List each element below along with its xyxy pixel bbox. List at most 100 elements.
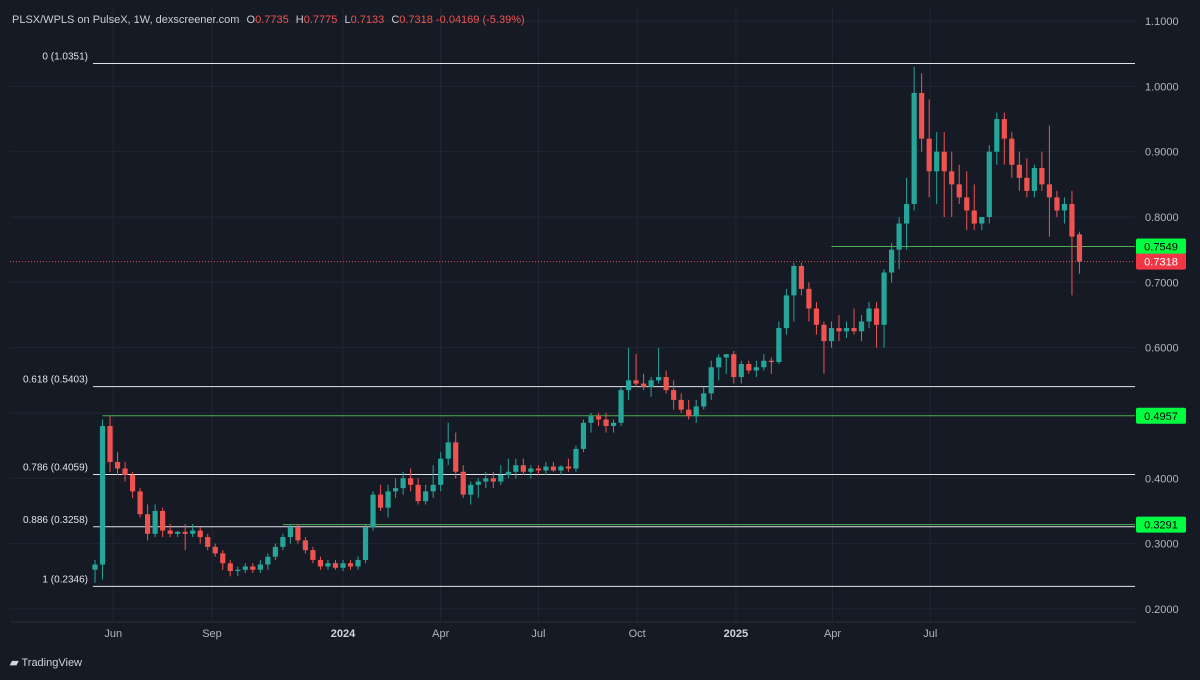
candle-body [678, 399, 684, 410]
candle-body [377, 494, 384, 508]
fib-level-label: 0.786 (0.4059) [23, 462, 88, 473]
candle-body [167, 530, 173, 534]
candle-body [956, 184, 962, 198]
candle-body [235, 569, 241, 572]
high-label: H [295, 14, 304, 26]
candle-body [565, 466, 572, 469]
level-price-badge [1136, 516, 1186, 533]
close-label: C [391, 14, 400, 26]
candle-body [633, 380, 639, 384]
open-value: 0.7735 [255, 14, 289, 26]
candle-body [783, 295, 789, 329]
x-tick-label: 2024 [331, 628, 356, 640]
candle-body [738, 363, 744, 378]
candle-body [588, 416, 594, 423]
candle-body [99, 426, 106, 565]
candle-body [310, 550, 316, 560]
low-label: L [344, 14, 351, 26]
candle-body [595, 416, 602, 420]
y-tick-label: 0.7000 [1145, 277, 1179, 289]
candle-body [746, 363, 752, 371]
y-tick-label: 0.3000 [1145, 539, 1179, 551]
candle-body [355, 559, 361, 567]
candle-body [280, 537, 286, 547]
low-value: 0.7133 [350, 14, 385, 26]
candle-body [979, 217, 985, 224]
x-tick-label: Jun [104, 628, 122, 640]
candle-body [295, 527, 301, 541]
candle-body [798, 266, 805, 289]
candle-body [453, 442, 459, 472]
candle-body [753, 367, 759, 371]
candle-body [994, 119, 1000, 152]
candle-body [1024, 177, 1030, 191]
candle-body [986, 151, 992, 218]
candle-body [904, 203, 910, 224]
y-tick-label: 1.1000 [1145, 16, 1179, 28]
candle-body [791, 266, 797, 296]
candle-body [625, 380, 632, 391]
current-price-text: 0.7318 [1144, 257, 1178, 269]
candle-body [813, 308, 820, 325]
candle-body [934, 151, 940, 172]
candle-body [302, 540, 309, 551]
candle-body [483, 478, 489, 482]
candle-body [731, 354, 737, 378]
y-tick-label: 1.0000 [1145, 81, 1179, 93]
level-price-text: 0.3291 [1144, 520, 1178, 532]
candle-body [971, 210, 977, 224]
candle-body [941, 151, 947, 172]
close-value: 0.7318 [399, 14, 433, 26]
fib-level-label: 0.886 (0.3258) [23, 515, 88, 526]
level-price-badge [1136, 407, 1186, 424]
tradingview-brand[interactable]: ▰ TradingView [10, 656, 82, 670]
candle-body [498, 475, 504, 482]
candle-body [1054, 197, 1060, 211]
candle-body [1046, 184, 1053, 198]
high-value: 0.7775 [303, 14, 338, 26]
candle-body [911, 92, 917, 204]
y-tick-label: 0.2000 [1145, 604, 1179, 616]
candle-body [220, 553, 226, 564]
candle-body [430, 484, 436, 492]
candle-body [445, 442, 451, 459]
candle-body [370, 494, 376, 528]
candle-body [438, 458, 444, 485]
candle-body [821, 324, 827, 342]
y-tick-label: 0.6000 [1145, 343, 1179, 355]
candle-body [520, 465, 526, 472]
candle-body [400, 478, 406, 489]
open-label: O [246, 14, 256, 26]
candle-body [708, 367, 714, 394]
candle-body [385, 491, 391, 508]
candle-body [580, 422, 587, 449]
level-price-text: 0.4957 [1144, 411, 1178, 423]
candle-body [513, 465, 519, 472]
candle-body [528, 468, 534, 472]
x-tick-label: Jul [923, 628, 937, 640]
candle-body [543, 466, 549, 471]
x-tick-label: 2025 [724, 628, 748, 640]
candle-body [535, 468, 541, 471]
candle-body [393, 488, 399, 492]
candle-body [250, 566, 256, 570]
candle-body [1031, 168, 1037, 191]
candle-body [114, 461, 121, 469]
candle-body [926, 138, 932, 172]
candle-body [866, 308, 872, 322]
candle-body [212, 546, 218, 554]
candle-body [145, 514, 151, 534]
candle-body [107, 426, 113, 462]
level-price-badge [1136, 238, 1186, 255]
candle-body [490, 478, 496, 482]
symbol-title[interactable]: PLSX/WPLS on PulseX, 1W, dexscreener.com [12, 14, 240, 26]
candle-body [603, 419, 609, 427]
candle-body [227, 563, 233, 572]
y-tick-label: 0.8000 [1145, 212, 1179, 224]
x-tick-label: Sep [202, 628, 222, 640]
fib-level-label: 1 (0.2346) [42, 574, 88, 585]
candle-body [242, 566, 248, 570]
candle-body [287, 527, 293, 538]
